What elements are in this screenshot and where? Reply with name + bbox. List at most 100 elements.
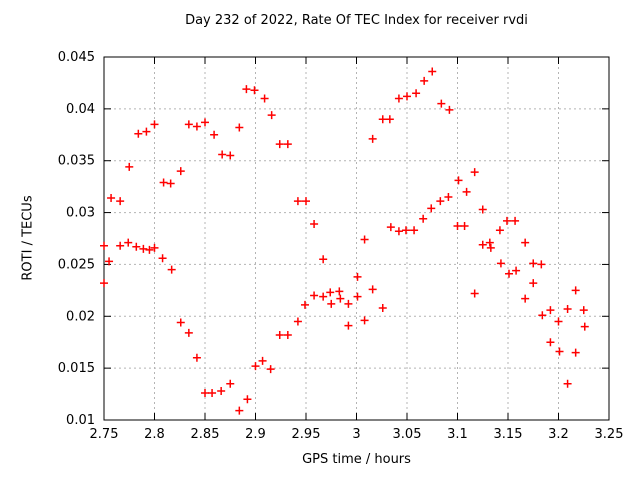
y-tick-label: 0.01 — [66, 413, 95, 428]
data-point-marker — [444, 193, 453, 202]
data-point-marker — [107, 194, 116, 203]
data-point-marker — [336, 294, 345, 303]
x-tick-label: 2.85 — [191, 427, 220, 442]
data-point-marker — [293, 197, 302, 206]
data-point-marker — [159, 178, 168, 187]
data-point-marker — [218, 150, 227, 159]
x-tick-label: 3.2 — [548, 427, 569, 442]
data-point-marker — [353, 292, 362, 301]
data-point-marker — [521, 238, 530, 247]
data-point-marker — [125, 162, 134, 171]
data-point-marker — [116, 197, 125, 206]
data-point-marker — [145, 245, 154, 254]
data-point-marker — [394, 227, 403, 236]
data-point-marker — [478, 240, 487, 249]
data-point-marker — [579, 306, 588, 315]
data-point-marker — [427, 204, 436, 213]
data-point-marker — [150, 120, 159, 129]
data-point-marker — [201, 118, 209, 127]
data-point-marker — [210, 130, 219, 139]
y-tick-label: 0.025 — [58, 257, 95, 272]
data-point-marker — [258, 356, 267, 365]
data-point-marker — [386, 223, 395, 232]
data-point-marker — [319, 255, 328, 264]
data-point-marker — [201, 389, 209, 398]
data-point-marker — [192, 353, 201, 362]
data-point-marker — [563, 305, 572, 314]
x-tick-label: 3.15 — [494, 427, 523, 442]
data-point-marker — [546, 306, 555, 315]
y-tick-label: 0.03 — [66, 206, 95, 221]
y-tick-label: 0.04 — [66, 102, 95, 117]
data-point-marker — [226, 151, 235, 160]
data-point-marker — [139, 244, 148, 253]
data-point-marker — [166, 179, 175, 188]
data-point-marker — [275, 330, 284, 339]
data-point-marker — [453, 222, 462, 231]
data-point-marker — [283, 140, 292, 149]
data-point-marker — [470, 168, 479, 177]
data-point-marker — [437, 99, 446, 108]
data-point-marker — [454, 176, 463, 185]
data-point-marker — [167, 265, 176, 274]
data-point-marker — [394, 94, 403, 103]
data-point-marker — [378, 115, 387, 124]
data-point-marker — [478, 205, 487, 214]
data-point-marker — [150, 243, 159, 252]
data-point-marker — [184, 120, 193, 129]
data-point-marker — [235, 123, 244, 132]
data-point-marker — [226, 379, 235, 388]
data-point-marker — [521, 294, 530, 303]
data-point-marker — [537, 260, 546, 269]
y-tick-label: 0.035 — [58, 154, 95, 169]
data-point-marker — [267, 111, 276, 120]
data-point-marker — [496, 259, 505, 268]
data-point-marker — [385, 115, 394, 124]
data-point-marker — [529, 259, 538, 268]
data-point-marker — [260, 94, 269, 103]
y-tick-label: 0.015 — [58, 361, 95, 376]
data-point-marker — [420, 76, 429, 85]
data-point-marker — [378, 303, 387, 312]
data-point-marker — [428, 67, 437, 76]
data-point-marker — [563, 379, 572, 388]
data-point-marker — [554, 317, 563, 326]
data-point-marker — [505, 269, 514, 278]
data-point-marker — [235, 406, 244, 415]
data-point-marker — [293, 317, 302, 326]
data-point-marker — [546, 338, 555, 347]
data-point-marker — [335, 287, 344, 296]
data-point-marker — [344, 299, 353, 308]
data-point-marker — [401, 226, 410, 235]
data-point-marker — [511, 216, 520, 225]
x-tick-label: 3 — [352, 427, 360, 442]
x-tick-label: 2.9 — [245, 427, 266, 442]
data-point-marker — [368, 285, 377, 294]
data-point-marker — [242, 85, 251, 94]
data-point-marker — [327, 299, 336, 308]
data-point-marker — [251, 362, 260, 371]
x-axis-label: GPS time / hours — [302, 452, 411, 467]
data-point-marker — [462, 187, 471, 196]
data-point-marker — [300, 300, 309, 309]
data-point-marker — [208, 389, 217, 398]
data-point-marker — [192, 122, 201, 131]
data-point-marker — [319, 292, 328, 301]
x-tick-label: 3.1 — [447, 427, 468, 442]
data-point-marker — [176, 167, 185, 176]
data-point-marker — [105, 257, 114, 266]
data-point-marker — [326, 288, 335, 297]
data-point-marker — [571, 348, 580, 357]
data-point-marker — [266, 365, 275, 374]
data-point-marker — [176, 318, 185, 327]
x-tick-label: 3.05 — [393, 427, 422, 442]
data-point-marker — [310, 219, 319, 228]
data-point-marker — [419, 214, 428, 223]
data-point-marker — [486, 243, 495, 252]
data-point-marker — [502, 216, 511, 225]
data-point-marker — [360, 235, 369, 244]
data-point-marker — [116, 241, 125, 250]
data-point-marker — [571, 286, 580, 295]
data-point-marker — [100, 279, 108, 288]
